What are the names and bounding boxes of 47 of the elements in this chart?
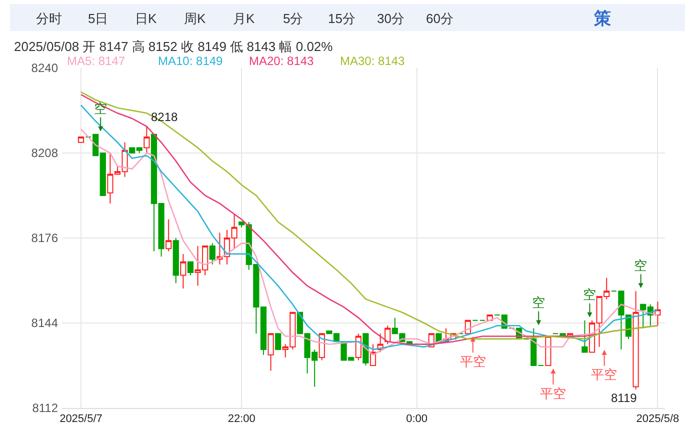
text: MA20: 8143 bbox=[249, 54, 314, 68]
candlestick bbox=[545, 336, 552, 366]
text: 日K bbox=[135, 11, 157, 26]
text: 5日 bbox=[88, 11, 108, 26]
candlestick bbox=[187, 261, 194, 276]
candlestick bbox=[180, 253, 186, 289]
candlestick bbox=[530, 328, 537, 366]
candlestick bbox=[275, 333, 282, 350]
text: 5分 bbox=[283, 11, 304, 26]
y-tick-label: 8208 bbox=[31, 146, 58, 160]
text: 60分 bbox=[426, 11, 454, 26]
annotation: 平空 bbox=[591, 367, 617, 382]
annotation: 空 bbox=[532, 295, 545, 310]
annotation: 平空 bbox=[460, 354, 486, 369]
text: 15分 bbox=[328, 11, 356, 26]
text: MA30: 8143 bbox=[340, 54, 406, 68]
y-tick-label: 8240 bbox=[31, 61, 58, 76]
annotation: 空 bbox=[94, 101, 107, 116]
annotation: 空 bbox=[634, 258, 647, 273]
candlestick bbox=[436, 333, 442, 342]
x-tick-label: 0:00 bbox=[406, 413, 428, 424]
candlestick bbox=[166, 218, 172, 252]
candlestick bbox=[268, 333, 274, 372]
annotation: 空 bbox=[583, 287, 596, 302]
y-tick-label: 8144 bbox=[31, 316, 58, 330]
candlestick bbox=[78, 136, 84, 143]
candlestick bbox=[209, 242, 216, 266]
annotation: 平空 bbox=[540, 386, 566, 401]
y-tick-label: 8176 bbox=[31, 231, 58, 246]
text: 策 bbox=[593, 9, 611, 28]
y-tick-label: 8112 bbox=[32, 401, 58, 416]
x-tick-label: 2025/5/7 bbox=[60, 413, 102, 424]
candlestick bbox=[632, 290, 639, 390]
candlestick bbox=[370, 344, 376, 366]
text: 月K bbox=[233, 11, 255, 26]
text: 30分 bbox=[377, 11, 404, 26]
text: MA5: 8147 bbox=[67, 54, 126, 68]
text: 8119 bbox=[611, 391, 637, 405]
x-tick-label: 22:00 bbox=[228, 413, 256, 424]
text: MA10: 8149 bbox=[158, 54, 224, 68]
candlestick bbox=[582, 320, 588, 353]
text: 分时 bbox=[36, 11, 62, 26]
candlestick bbox=[172, 238, 179, 284]
chart-subtitle: 2025/05/08 开 8147 高 8152 收 8149 低 8143 幅 0.02% bbox=[14, 39, 334, 54]
candlestick bbox=[144, 126, 150, 154]
x-tick-label: 2025/5/8 bbox=[636, 413, 680, 424]
text: 周K bbox=[184, 11, 206, 26]
